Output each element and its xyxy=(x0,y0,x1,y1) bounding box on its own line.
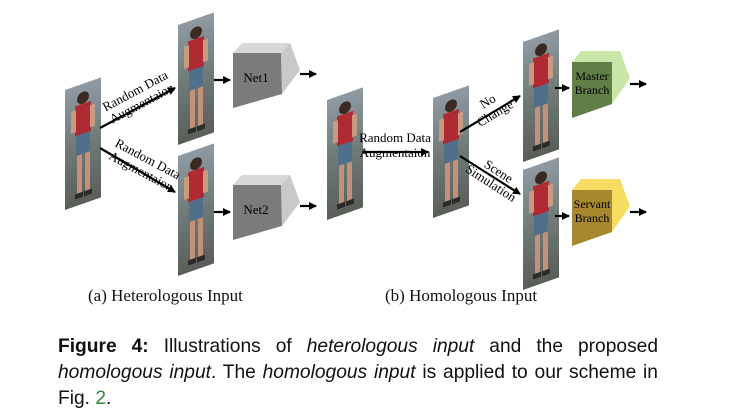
caption-text: and the proposed xyxy=(474,336,659,357)
net1-block: Net1 xyxy=(233,43,300,108)
no-change-image xyxy=(523,29,559,163)
scene-simulated-image xyxy=(523,157,559,290)
servant-branch-label: Servant Branch xyxy=(574,197,611,225)
arrow-left-top xyxy=(99,87,176,129)
subcaption-b: (b) Homologous Input xyxy=(385,286,538,305)
figure-ref-link[interactable]: 2 xyxy=(95,388,106,409)
net2-label: Net2 xyxy=(243,202,268,217)
augmented-image-bottom xyxy=(178,143,214,276)
caption-emph: homologous input xyxy=(58,362,211,383)
servant-branch-block: Servant Branch xyxy=(572,179,630,246)
net2-block: Net2 xyxy=(233,175,300,240)
arrow-no-change xyxy=(459,95,521,133)
figure-diagram: Random DataAugmentaion Random DataAugmen… xyxy=(65,12,647,290)
caption-text: . The xyxy=(210,362,263,383)
subcaption-a: (a) Heterologous Input xyxy=(88,286,243,305)
input-image-right xyxy=(327,87,363,221)
caption-text: is applied to our scheme in Fig. xyxy=(58,362,658,409)
master-branch-label: Master Branch xyxy=(575,69,610,97)
caption-emph: heterologous input xyxy=(306,336,475,357)
arrow-left-bottom xyxy=(99,147,176,193)
arrow-left-top-label: Random DataAugmentaion xyxy=(100,67,177,126)
caption-text: . xyxy=(106,388,112,409)
figure-caption: Figure 4: Illustrations of heterologous … xyxy=(58,334,658,412)
caption-text: Illustrations of xyxy=(148,336,307,357)
caption-emph: homologous input xyxy=(262,362,416,383)
augmented-image-top xyxy=(178,12,214,146)
figure-label: Figure 4: xyxy=(58,336,149,357)
net1-label: Net1 xyxy=(243,70,268,85)
input-image-left xyxy=(65,77,101,211)
arrow-right-main-label: Random Data Augmentaion xyxy=(359,130,431,160)
augmented-image-right xyxy=(433,85,469,219)
master-branch-block: Master Branch xyxy=(572,51,630,118)
arrow-scene-simulation-label: SceneSimulation xyxy=(463,149,527,205)
arrow-left-bottom-label: Random DataAugmentaion xyxy=(106,135,183,194)
arrow-scene-simulation xyxy=(459,155,521,195)
